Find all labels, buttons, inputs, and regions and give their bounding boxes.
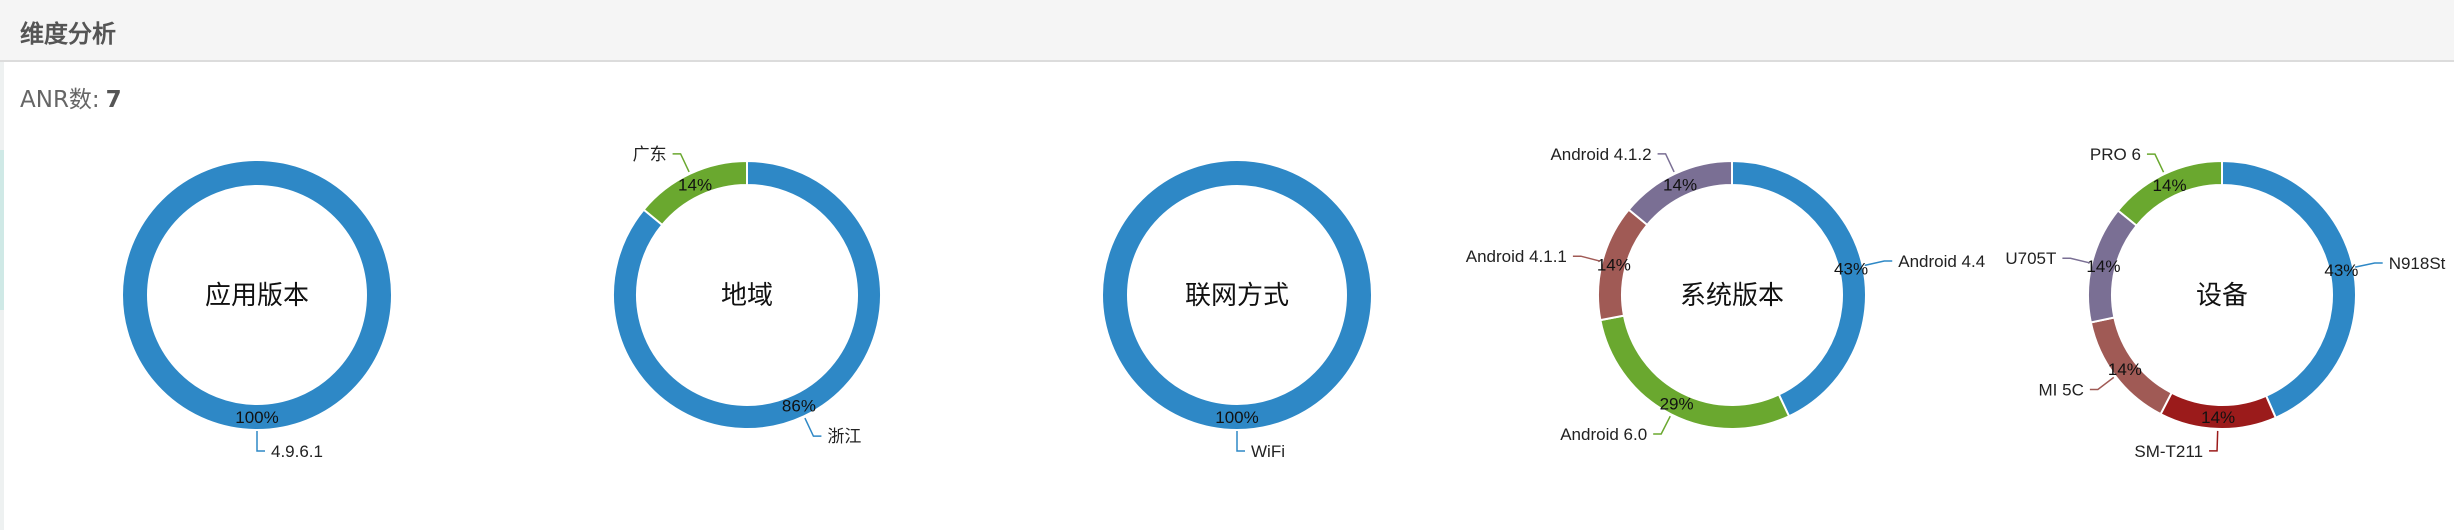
anr-count: 7 bbox=[105, 87, 122, 113]
percent-label-mi-5c: 14% bbox=[2108, 360, 2142, 379]
panel-header: 维度分析 bbox=[0, 0, 2454, 62]
panel-title: 维度分析 bbox=[20, 20, 116, 48]
category-label-android-4-4: Android 4.4 bbox=[1898, 252, 1985, 271]
category-label-wifi: WiFi bbox=[1251, 442, 1285, 461]
category-label-4-9-6-1: 4.9.6.1 bbox=[271, 442, 323, 461]
donut-slice-4-9-6-1[interactable] bbox=[123, 161, 391, 429]
leader-line-android-6-0 bbox=[1653, 415, 1671, 435]
donut-slice-item[interactable] bbox=[642, 159, 748, 227]
category-label-mi-5c: MI 5C bbox=[2039, 380, 2084, 399]
donut-slice-wifi[interactable] bbox=[1103, 161, 1371, 429]
donut-slice-android-4-1-2[interactable] bbox=[1627, 159, 1733, 227]
donut-chart-5: 43% N918St 14% SM-T211 14% MI 5C 14% U705T 14% PR… bbox=[2005, 145, 2445, 461]
percent-label-4-9-6-1: 100% bbox=[235, 408, 278, 427]
leader-line-u705t bbox=[2062, 257, 2091, 264]
leader-line-wifi bbox=[1236, 431, 1245, 452]
percent-label-sm-t211: 14% bbox=[2201, 408, 2235, 427]
leader-line-item bbox=[804, 417, 822, 437]
donut-slice-android-6-0[interactable] bbox=[1599, 314, 1791, 430]
percent-label-android-6-0: 29% bbox=[1660, 395, 1694, 414]
donut-center-label: 应用版本 bbox=[205, 281, 309, 311]
category-label-item: 浙江 bbox=[827, 427, 861, 446]
donut-chart-1: 100% 4.9.6.1 应用版本 bbox=[123, 161, 391, 461]
category-label-android-6-0: Android 6.0 bbox=[1560, 425, 1647, 444]
leader-line-mi-5c bbox=[2089, 376, 2115, 391]
percent-label-n918st: 43% bbox=[2324, 261, 2358, 280]
leader-line-android-4-4 bbox=[1864, 260, 1893, 267]
category-label-n918st: N918St bbox=[2389, 254, 2446, 273]
category-label-item: 广东 bbox=[633, 145, 667, 164]
leader-line-item bbox=[672, 153, 690, 173]
percent-label-android-4-1-1: 14% bbox=[1597, 256, 1631, 275]
percent-label-android-4-1-2: 14% bbox=[1663, 176, 1697, 195]
leader-line-android-4-1-2 bbox=[1657, 153, 1675, 173]
donut-chart-3: 100% WiFi 联网方式 bbox=[1103, 161, 1371, 461]
donut-chart-4: 43% Android 4.4 29% Android 6.0 14% Android 4… bbox=[1466, 145, 1985, 444]
category-label-android-4-1-2: Android 4.1.2 bbox=[1550, 145, 1651, 164]
leader-line-n918st bbox=[2354, 262, 2383, 268]
left-accent-strip bbox=[0, 150, 4, 310]
percent-label-pro-6: 14% bbox=[2153, 176, 2187, 195]
anr-label: ANR数: bbox=[20, 87, 100, 113]
donut-center-label: 联网方式 bbox=[1185, 281, 1289, 311]
category-label-pro-6: PRO 6 bbox=[2090, 145, 2141, 164]
category-label-u705t: U705T bbox=[2005, 249, 2056, 268]
anr-summary: ANR数: 7 bbox=[20, 80, 122, 114]
donut-slice-item[interactable] bbox=[612, 159, 882, 430]
leader-line-android-4-1-1 bbox=[1572, 255, 1601, 262]
donut-slice-pro-6[interactable] bbox=[2116, 159, 2223, 228]
percent-label-u705t: 14% bbox=[2086, 257, 2120, 276]
leader-line-4-9-6-1 bbox=[256, 431, 265, 452]
leader-line-sm-t211 bbox=[2209, 430, 2219, 452]
percent-label-item: 86% bbox=[782, 396, 816, 415]
category-label-sm-t211: SM-T211 bbox=[2134, 442, 2203, 461]
donut-center-label: 设备 bbox=[2196, 281, 2248, 311]
percent-label-android-4-4: 43% bbox=[1834, 259, 1868, 278]
percent-label-item: 14% bbox=[678, 176, 712, 195]
leader-line-pro-6 bbox=[2146, 153, 2165, 173]
category-label-android-4-1-1: Android 4.1.1 bbox=[1466, 247, 1567, 266]
donut-center-label: 地域 bbox=[721, 281, 773, 311]
donut-center-label: 系统版本 bbox=[1680, 281, 1784, 311]
percent-label-wifi: 100% bbox=[1215, 408, 1258, 427]
